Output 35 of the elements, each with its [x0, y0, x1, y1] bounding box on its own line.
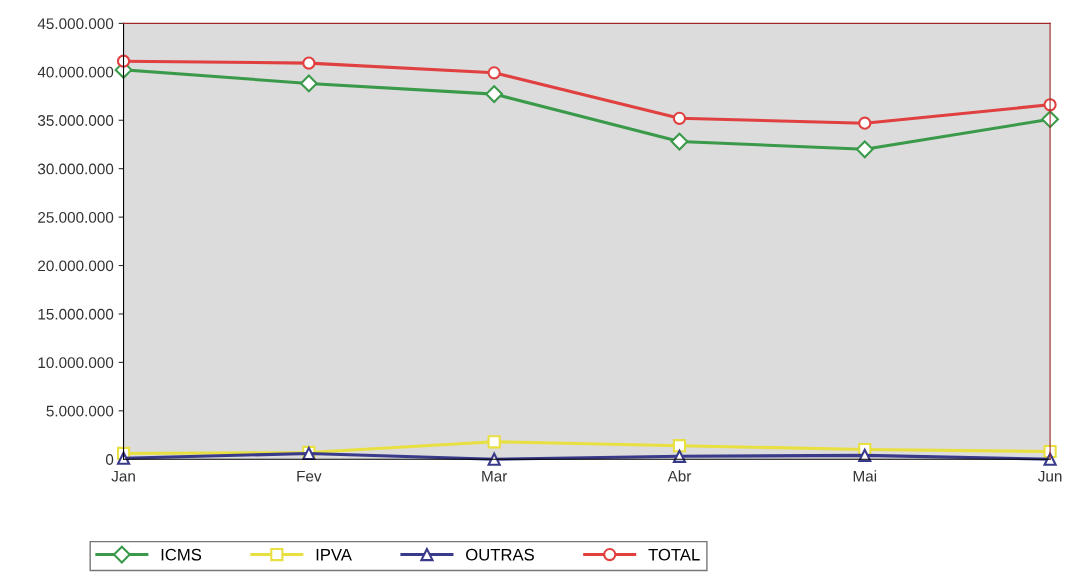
- legend-label: IPVA: [316, 548, 352, 561]
- x-tick-label: Jan: [111, 470, 135, 482]
- x-tick-label: Mai: [853, 470, 877, 482]
- point: [858, 448, 872, 462]
- y-tick-label: 40.000.000: [37, 66, 114, 78]
- y-tick-label: 25.000.000: [38, 211, 114, 223]
- x-tick-label: Abr: [667, 470, 692, 482]
- point: [302, 56, 316, 70]
- point: [672, 449, 687, 463]
- legend-label: ICMS: [161, 548, 202, 561]
- legend-label: OUTRAS: [466, 548, 534, 561]
- point: [672, 111, 687, 125]
- point: [487, 66, 501, 80]
- point: [670, 132, 689, 151]
- point: [855, 140, 874, 159]
- point: [858, 116, 872, 130]
- y-tick-label: 45.000.000: [37, 18, 114, 30]
- x-tick-label: Jun: [1038, 470, 1062, 482]
- x-tick-label: Mar: [482, 470, 508, 482]
- point: [487, 452, 501, 466]
- point: [116, 54, 131, 68]
- y-tick-label: 35.000.000: [37, 115, 114, 126]
- y-tick-label: 15.000.000: [38, 308, 114, 320]
- y-tick-label: 10.000.000: [38, 357, 114, 369]
- point: [672, 439, 687, 453]
- point: [1043, 452, 1057, 466]
- point: [487, 435, 501, 449]
- y-tick-label: 30.000.000: [37, 163, 114, 175]
- point: [299, 74, 318, 93]
- y-tick-label: 5.000.000: [46, 405, 114, 417]
- y-tick-label: 20.000.000: [38, 260, 114, 272]
- point: [485, 85, 504, 103]
- legend-label: TOTAL: [648, 548, 700, 561]
- x-tick-label: Fev: [297, 470, 322, 482]
- y-tick-label: 0: [105, 454, 114, 465]
